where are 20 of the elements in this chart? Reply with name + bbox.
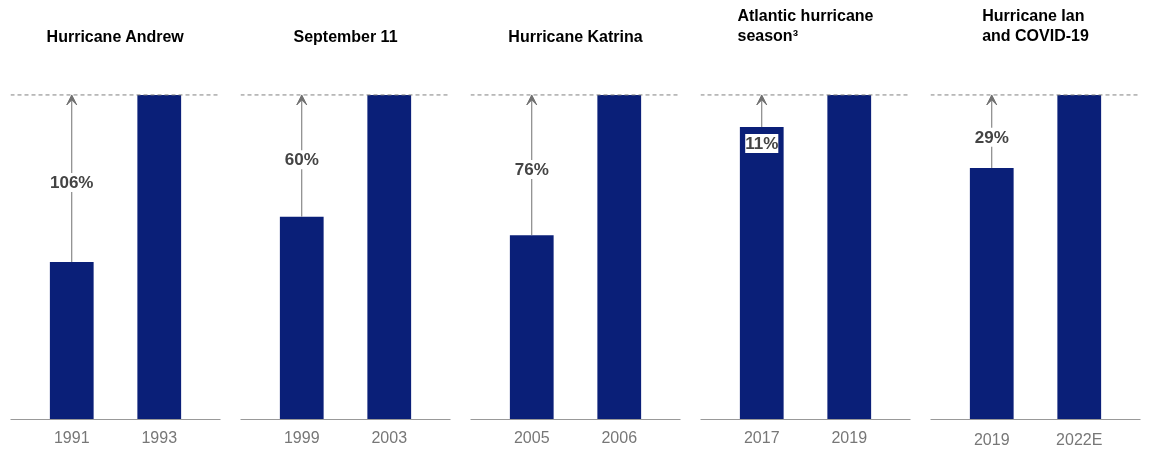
annotation: 60% — [284, 150, 319, 170]
chart-title: Atlantic hurricane season³ — [737, 7, 874, 45]
x-tick-label: 2006 — [601, 428, 638, 446]
chart-title: September 11 — [293, 27, 398, 45]
x-tick-label: 2022E — [1056, 430, 1103, 448]
x-tick-label: 2017 — [743, 428, 780, 446]
x-tick-label: 1991 — [53, 428, 90, 446]
chart-title: Hurricane Andrew — [46, 27, 185, 45]
annotation: 11% — [745, 134, 779, 154]
chart-title: Hurricane Katrina — [508, 27, 643, 45]
x-tick-label: 2019 — [831, 428, 868, 446]
x-tick-label: 2019 — [973, 430, 1010, 448]
x-tick-label: 2003 — [371, 428, 408, 446]
x-tick-label: 2005 — [513, 428, 550, 446]
chart-title: Hurricane Ian and COVID-19 — [982, 7, 1089, 45]
annotation: 106% — [50, 173, 94, 193]
annotation: 76% — [514, 160, 549, 180]
x-tick-label: 1999 — [283, 428, 320, 446]
annotation: 29% — [974, 127, 1009, 147]
x-tick-label: 1993 — [141, 428, 178, 446]
